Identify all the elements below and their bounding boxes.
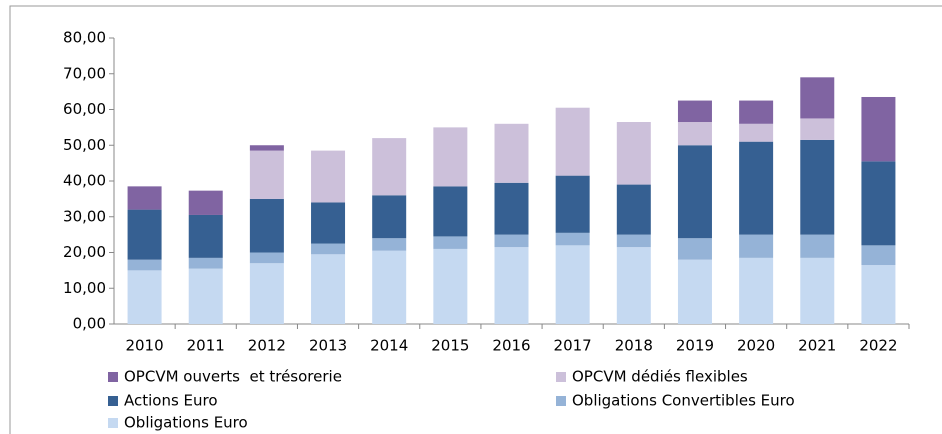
- bar-segment: [861, 245, 896, 266]
- bar-segment: [739, 234, 774, 258]
- bar-segment: [494, 247, 529, 324]
- x-tick-label: 2021: [798, 337, 836, 355]
- bar-segment: [311, 243, 346, 255]
- bar-segment: [555, 245, 590, 324]
- y-tick-label: 30,00: [63, 207, 106, 225]
- bar-segment: [677, 122, 712, 146]
- y-tick-label: 0,00: [73, 315, 106, 333]
- bar-segment: [249, 198, 284, 253]
- y-tick-label: 60,00: [63, 100, 106, 118]
- x-tick-label: 2014: [370, 337, 408, 355]
- x-tick-label: 2010: [125, 337, 163, 355]
- bar-segment: [494, 234, 529, 248]
- bar-segment: [616, 247, 651, 324]
- legend-swatch: [108, 372, 118, 382]
- x-tick-label: 2013: [309, 337, 347, 355]
- bar-segment: [800, 139, 835, 235]
- bar-segment: [677, 145, 712, 239]
- y-tick-label: 80,00: [63, 29, 106, 47]
- bar-segment: [739, 100, 774, 124]
- bar-segment: [616, 234, 651, 248]
- x-tick-label: 2015: [431, 337, 469, 355]
- bar-segment: [311, 202, 346, 244]
- bar-segment: [311, 254, 346, 324]
- bar-segment: [677, 100, 712, 123]
- bar-segment: [800, 118, 835, 140]
- bar-segment: [739, 141, 774, 235]
- bar-segment: [616, 122, 651, 185]
- legend-label: OPCVM dédiés flexibles: [572, 368, 748, 386]
- legend-swatch: [108, 418, 118, 428]
- y-tick-label: 40,00: [63, 172, 106, 190]
- bar-segment: [372, 195, 407, 239]
- bar-segment: [372, 250, 407, 324]
- legend-swatch: [556, 396, 566, 406]
- bar-segment: [188, 268, 223, 324]
- legend-label: Actions Euro: [124, 392, 218, 410]
- bar-segment: [555, 107, 590, 176]
- bar-segment: [249, 252, 284, 264]
- y-tick-label: 50,00: [63, 136, 106, 154]
- x-tick-label: 2018: [615, 337, 653, 355]
- x-tick-label: 2012: [248, 337, 286, 355]
- bar-segment: [433, 186, 468, 237]
- bar-segment: [372, 138, 407, 196]
- y-tick-label: 20,00: [63, 243, 106, 261]
- y-tick-label: 70,00: [63, 64, 106, 82]
- bar-segment: [433, 127, 468, 187]
- bar-segment: [494, 123, 529, 183]
- bar-segment: [494, 182, 529, 235]
- bar-segment: [616, 184, 651, 235]
- bar-segment: [800, 257, 835, 324]
- bar-segment: [677, 238, 712, 260]
- x-tick-label: 2022: [859, 337, 897, 355]
- bar-segment: [188, 257, 223, 269]
- bar-segment: [188, 190, 223, 215]
- x-tick-label: 2019: [676, 337, 714, 355]
- y-tick-label: 10,00: [63, 279, 106, 297]
- legend-swatch: [108, 396, 118, 406]
- legend-swatch: [556, 372, 566, 382]
- bar-segment: [249, 150, 284, 199]
- bar-segment: [861, 96, 896, 162]
- bar-segment: [677, 259, 712, 324]
- bar-segment: [433, 248, 468, 324]
- bar-segment: [739, 123, 774, 142]
- legend-label: OPCVM ouverts et trésorerie: [124, 368, 342, 386]
- bar-segment: [555, 232, 590, 246]
- frame: [9, 5, 942, 434]
- bar-segment: [127, 209, 162, 260]
- bar-segment: [372, 238, 407, 251]
- bar-segment: [127, 186, 162, 210]
- bar-segment: [739, 257, 774, 324]
- bar-segment: [433, 236, 468, 249]
- bar-segment: [311, 150, 346, 203]
- bar-segment: [127, 259, 162, 271]
- bar-segment: [800, 234, 835, 258]
- bar-segment: [188, 214, 223, 258]
- bar-segment: [127, 270, 162, 324]
- bar-segment: [800, 77, 835, 119]
- bar-segment: [249, 145, 284, 151]
- legend-label: Obligations Euro: [124, 414, 248, 432]
- legend-label: Obligations Convertibles Euro: [572, 392, 795, 410]
- bar-segment: [861, 161, 896, 246]
- x-tick-label: 2017: [554, 337, 592, 355]
- x-tick-label: 2016: [492, 337, 530, 355]
- bar-segment: [249, 263, 284, 324]
- bar-segment: [861, 265, 896, 324]
- bar-segment: [555, 175, 590, 233]
- x-tick-label: 2011: [187, 337, 225, 355]
- x-tick-label: 2020: [737, 337, 775, 355]
